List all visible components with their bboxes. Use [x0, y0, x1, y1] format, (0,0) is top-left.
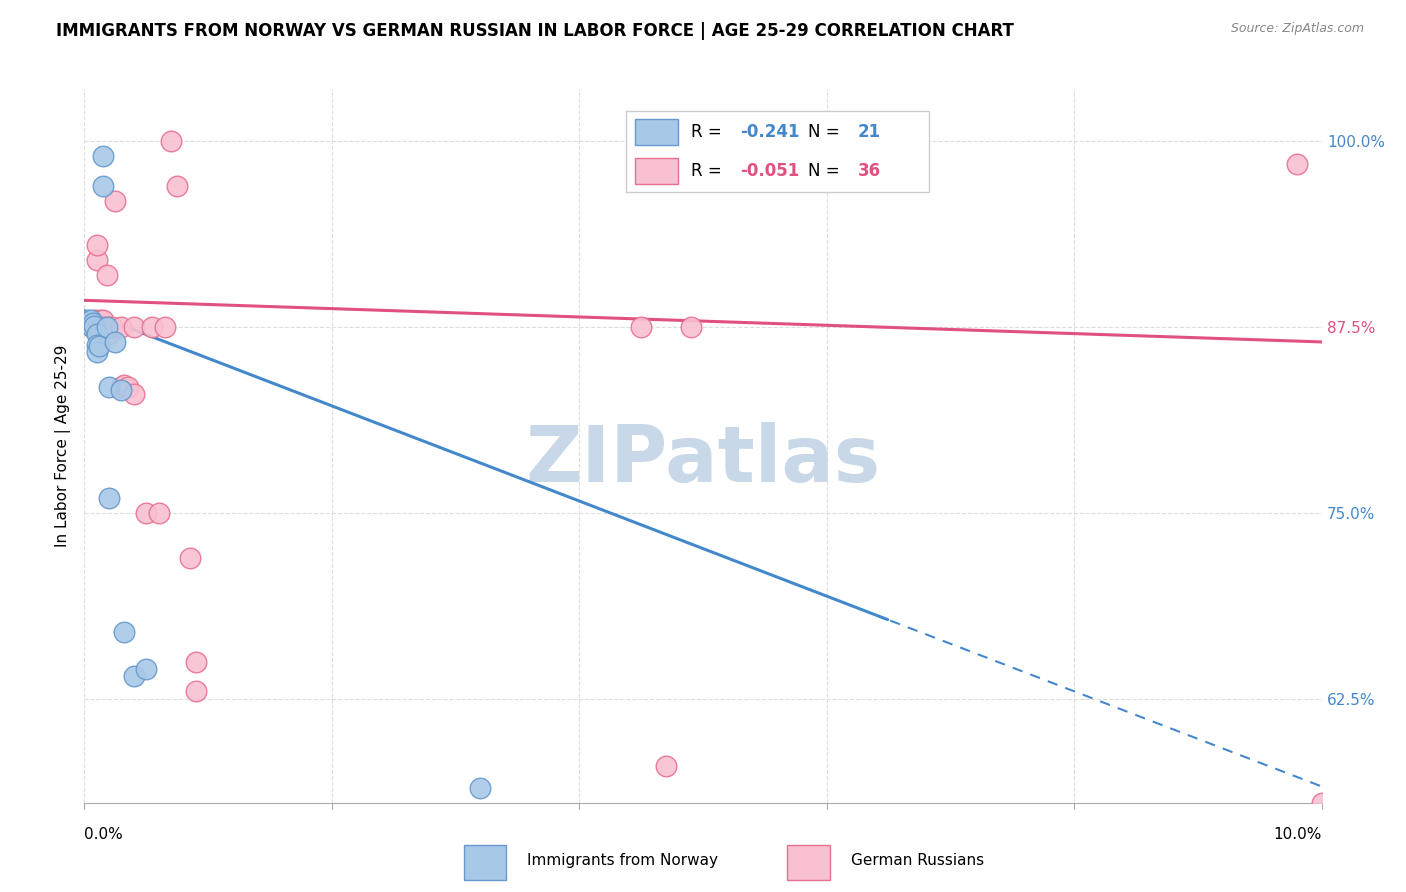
Point: [86, 238, 108, 252]
Point: [100, 320, 122, 334]
Text: 10.0%: 10.0%: [1274, 827, 1322, 841]
Point: [91, 178, 114, 193]
Text: Source: ZipAtlas.com: Source: ZipAtlas.com: [1230, 22, 1364, 36]
Text: N =: N =: [808, 162, 845, 180]
Point: [153, 320, 176, 334]
Text: 0.0%: 0.0%: [84, 827, 124, 841]
Point: [91, 312, 114, 326]
Text: R =: R =: [690, 162, 727, 180]
Y-axis label: In Labor Force | Age 25-29: In Labor Force | Age 25-29: [55, 345, 72, 547]
Point: [89, 312, 111, 326]
Point: [112, 624, 135, 639]
FancyBboxPatch shape: [626, 112, 929, 192]
Text: -0.051: -0.051: [740, 162, 800, 180]
Point: [110, 383, 132, 397]
Text: German Russians: German Russians: [851, 854, 984, 868]
Point: [83, 318, 105, 333]
Point: [98, 327, 121, 342]
Point: [112, 378, 135, 392]
Point: [166, 178, 188, 193]
Point: [179, 550, 201, 565]
Point: [679, 320, 702, 334]
Point: [96, 320, 118, 334]
Text: R =: R =: [690, 123, 727, 141]
Text: -0.241: -0.241: [740, 123, 800, 141]
Point: [80, 320, 103, 334]
Point: [86, 253, 108, 268]
Point: [96, 268, 118, 282]
Point: [79, 312, 101, 326]
Point: [91, 149, 114, 163]
Point: [110, 379, 132, 393]
Point: [679, 855, 702, 870]
Text: 21: 21: [858, 123, 880, 141]
Point: [141, 320, 163, 334]
Text: Immigrants from Norway: Immigrants from Norway: [527, 854, 718, 868]
FancyBboxPatch shape: [464, 845, 506, 880]
Point: [1285, 156, 1308, 170]
Point: [122, 669, 145, 683]
Point: [184, 684, 207, 698]
Point: [655, 758, 678, 772]
Text: IMMIGRANTS FROM NORWAY VS GERMAN RUSSIAN IN LABOR FORCE | AGE 25-29 CORRELATION : IMMIGRANTS FROM NORWAY VS GERMAN RUSSIAN…: [56, 22, 1014, 40]
Point: [110, 320, 132, 334]
Point: [80, 320, 103, 334]
Point: [84, 312, 107, 326]
Point: [135, 662, 157, 676]
Point: [89, 320, 111, 334]
Point: [82, 320, 104, 334]
Point: [470, 780, 492, 795]
Point: [98, 491, 121, 505]
FancyBboxPatch shape: [636, 158, 678, 185]
Point: [86, 327, 108, 342]
Point: [1310, 796, 1333, 810]
Point: [86, 345, 108, 359]
Point: [135, 506, 157, 520]
Point: [122, 387, 145, 401]
Text: N =: N =: [808, 123, 845, 141]
FancyBboxPatch shape: [787, 845, 830, 880]
Point: [98, 320, 121, 334]
Point: [89, 339, 111, 353]
Point: [93, 320, 115, 334]
Text: 36: 36: [858, 162, 880, 180]
Point: [184, 655, 207, 669]
Point: [117, 379, 139, 393]
Point: [82, 316, 104, 330]
Point: [77, 312, 100, 326]
FancyBboxPatch shape: [636, 119, 678, 145]
Text: ZIPatlas: ZIPatlas: [526, 422, 880, 499]
Point: [79, 317, 101, 331]
Point: [86, 338, 108, 352]
Point: [630, 320, 652, 334]
Point: [98, 379, 121, 393]
Point: [160, 134, 183, 148]
Point: [77, 316, 100, 330]
Point: [104, 194, 127, 208]
Point: [148, 506, 170, 520]
Point: [104, 334, 127, 349]
Point: [122, 320, 145, 334]
